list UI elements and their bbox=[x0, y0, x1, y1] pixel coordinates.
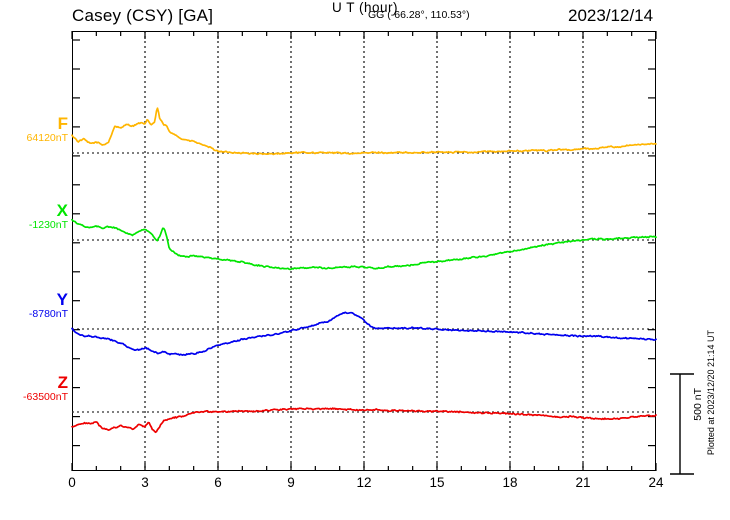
component-name-y: Y bbox=[56, 290, 68, 309]
x-tick-label: 0 bbox=[68, 475, 76, 490]
plot-date: 2023/12/14 bbox=[568, 6, 654, 25]
component-baseline-x: -1230nT bbox=[28, 219, 68, 231]
component-baseline-f: 64120nT bbox=[26, 132, 68, 144]
x-tick-label: 3 bbox=[141, 475, 149, 490]
plotted-timestamp: Plotted at 2023/12/20 21:14 UT bbox=[706, 330, 716, 456]
component-name-x: X bbox=[56, 201, 68, 220]
geographic-coordinates: GG (-66.28°, 110.53°) bbox=[368, 9, 470, 21]
scale-bar-label: 500 nT bbox=[692, 388, 704, 421]
x-tick-label: 9 bbox=[287, 475, 295, 490]
component-label-y: Y -8780nT bbox=[2, 291, 68, 321]
x-axis-title: U T (hour) bbox=[0, 0, 730, 15]
x-tick-label: 18 bbox=[502, 475, 518, 490]
component-baseline-y: -8780nT bbox=[28, 308, 68, 320]
component-baseline-z: -63500nT bbox=[23, 391, 68, 403]
x-tick-label: 12 bbox=[356, 475, 372, 490]
x-tick-label: 21 bbox=[575, 475, 591, 490]
trace-z bbox=[71, 407, 657, 434]
magnetogram-plot bbox=[71, 31, 657, 471]
scale-bar bbox=[670, 373, 694, 475]
component-name-z: Z bbox=[57, 373, 68, 392]
x-tick-label: 6 bbox=[214, 475, 222, 490]
trace-x bbox=[71, 218, 657, 271]
x-axis-title-text: U T (hour) bbox=[331, 0, 399, 15]
component-label-f: F 64120nT bbox=[2, 115, 68, 145]
chart-canvas bbox=[71, 31, 657, 471]
trace-y bbox=[71, 311, 657, 356]
component-label-z: Z -63500nT bbox=[2, 374, 68, 404]
x-tick-label: 15 bbox=[429, 475, 445, 490]
x-tick-label: 24 bbox=[648, 475, 664, 490]
trace-f bbox=[71, 107, 657, 156]
component-name-f: F bbox=[57, 114, 68, 133]
station-title: Casey (CSY) [GA] bbox=[72, 6, 214, 25]
component-label-x: X -1230nT bbox=[2, 202, 68, 232]
